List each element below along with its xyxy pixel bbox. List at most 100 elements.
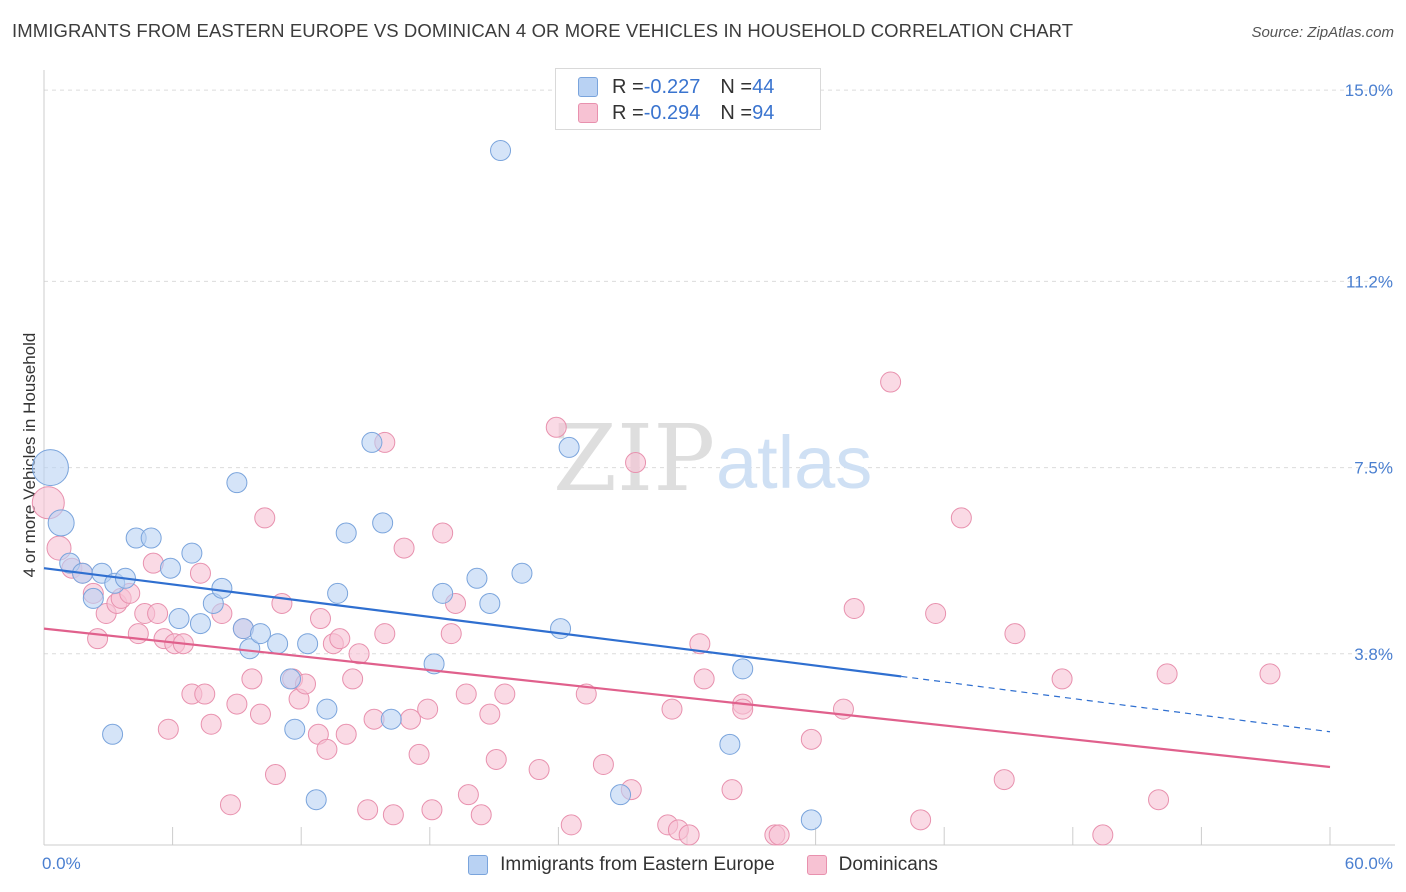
dominicans-point <box>560 814 582 836</box>
dominicans-swatch <box>578 103 598 123</box>
eastern-europe-point <box>316 698 338 720</box>
dominicans-point <box>528 759 550 781</box>
dominicans-point <box>1148 789 1170 811</box>
eastern-europe-point <box>189 613 211 635</box>
eastern-europe-point <box>511 562 533 584</box>
dominicans-point <box>226 693 248 715</box>
r-label: R = <box>612 101 644 124</box>
eastern-europe-point <box>211 577 233 599</box>
dominicans-point <box>455 683 477 705</box>
dominicans-point <box>910 809 932 831</box>
dominicans-point <box>545 416 567 438</box>
dominicans-point <box>421 799 443 821</box>
r-value: -0.294 <box>643 101 701 124</box>
dominicans-point <box>768 824 790 846</box>
eastern-europe-point <box>47 509 75 537</box>
dominicans-point <box>950 507 972 529</box>
eastern-europe-point <box>297 633 319 655</box>
y-tick-label: 3.8% <box>1354 645 1393 664</box>
eastern-europe-point <box>466 567 488 589</box>
dominicans-point <box>348 643 370 665</box>
dominicans-point <box>689 633 711 655</box>
eastern-europe-point <box>372 512 394 534</box>
eastern-europe-point <box>380 708 402 730</box>
n-value: 44 <box>752 75 775 98</box>
dominicans-point <box>575 683 597 705</box>
dominicans-point <box>87 628 109 650</box>
dominicans-point <box>400 708 422 730</box>
dominicans-point <box>843 597 865 619</box>
trend-lines <box>43 567 1331 769</box>
legend-item-eastern-europe[interactable]: Immigrants from Eastern Europe <box>468 854 775 876</box>
dominicans-point <box>1051 668 1073 690</box>
y-tick-label: 11.2% <box>1346 272 1393 291</box>
dominicans-point <box>357 799 379 821</box>
legend-label-eastern-europe: Immigrants from Eastern Europe <box>500 854 775 875</box>
dominicans-point <box>592 753 614 775</box>
eastern-europe-point <box>267 633 289 655</box>
dominicans-point <box>241 668 263 690</box>
r-value: -0.227 <box>643 75 701 98</box>
dominicans-point <box>249 703 271 725</box>
dominicans-point <box>335 723 357 745</box>
dominicans-legend-swatch <box>806 855 827 875</box>
eastern-europe-point <box>279 668 301 690</box>
dominicans-point <box>925 603 947 625</box>
stats-row-eastern-europe: R = -0.227 N = 44 <box>578 74 774 100</box>
dominicans-point <box>1259 663 1281 685</box>
eastern-europe-point <box>226 472 248 494</box>
dominicans-point <box>309 608 331 630</box>
legend-item-dominicans[interactable]: Dominicans <box>806 854 938 876</box>
legend-label-dominicans: Dominicans <box>838 854 938 875</box>
dominicans-point <box>993 769 1015 791</box>
eastern-europe-point <box>361 431 383 453</box>
dominicans-point <box>693 668 715 690</box>
dominicans-point <box>479 703 501 725</box>
n-label: N = <box>720 75 753 98</box>
eastern-europe-point <box>327 582 349 604</box>
eastern-europe-point <box>181 542 203 564</box>
eastern-europe-trend-line <box>43 567 902 678</box>
dominicans-point <box>408 743 430 765</box>
eastern-europe-point <box>335 522 357 544</box>
dominicans-point <box>661 698 683 720</box>
dominicans-point <box>1004 623 1026 645</box>
gridlines <box>44 89 1395 655</box>
x-tick-label: 60.0% <box>1345 854 1393 873</box>
eastern-europe-legend-swatch <box>468 855 489 875</box>
dominicans-point <box>1092 824 1114 846</box>
dominicans-point <box>457 784 479 806</box>
eastern-europe-point <box>719 733 741 755</box>
eastern-europe-point <box>168 608 190 630</box>
dominicans-point <box>189 562 211 584</box>
eastern-europe-point <box>432 582 454 604</box>
r-label: R = <box>612 75 644 98</box>
eastern-europe-point <box>800 809 822 831</box>
eastern-europe-point <box>140 527 162 549</box>
chart-title: IMMIGRANTS FROM EASTERN EUROPE VS DOMINI… <box>12 20 1074 41</box>
dominicans-point <box>432 522 454 544</box>
watermark: ZIP atlas <box>553 405 872 512</box>
eastern-europe-point <box>249 623 271 645</box>
dominicans-point <box>329 628 351 650</box>
eastern-europe-point <box>284 718 306 740</box>
eastern-europe-point <box>31 449 69 487</box>
dominicans-trend-line <box>43 627 1331 769</box>
dominicans-point <box>264 764 286 786</box>
dominicans-point <box>374 623 396 645</box>
dominicans-point <box>800 728 822 750</box>
dominicans-point <box>342 668 364 690</box>
dominicans-point <box>417 698 439 720</box>
dominicans-point <box>485 748 507 770</box>
eastern-europe-point <box>305 789 327 811</box>
dominicans-point <box>219 794 241 816</box>
eastern-europe-point <box>610 784 632 806</box>
dominicans-point <box>393 537 415 559</box>
source-label: Source: ZipAtlas.com <box>1251 24 1394 41</box>
x-tick-label: 0.0% <box>42 854 81 873</box>
dominicans-point <box>194 683 216 705</box>
dominicans-point <box>147 603 169 625</box>
dominicans-point <box>127 623 149 645</box>
stats-row-dominicans: R = -0.294 N = 94 <box>578 100 774 126</box>
